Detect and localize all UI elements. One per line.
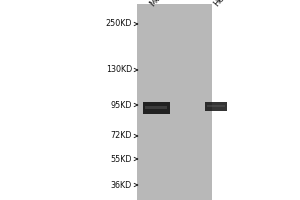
Text: 130KD: 130KD [106,66,132,74]
Text: 72KD: 72KD [110,132,132,140]
Bar [145,106,167,109]
Text: 55KD: 55KD [110,154,132,164]
Text: MCF-7: MCF-7 [148,0,172,8]
Bar [137,4,212,200]
Bar [142,102,170,114]
Text: 36KD: 36KD [111,180,132,190]
Text: 250KD: 250KD [106,20,132,28]
Bar [207,105,225,107]
Text: 95KD: 95KD [110,100,132,110]
Text: Hela: Hela [212,0,231,8]
Bar [205,102,227,111]
